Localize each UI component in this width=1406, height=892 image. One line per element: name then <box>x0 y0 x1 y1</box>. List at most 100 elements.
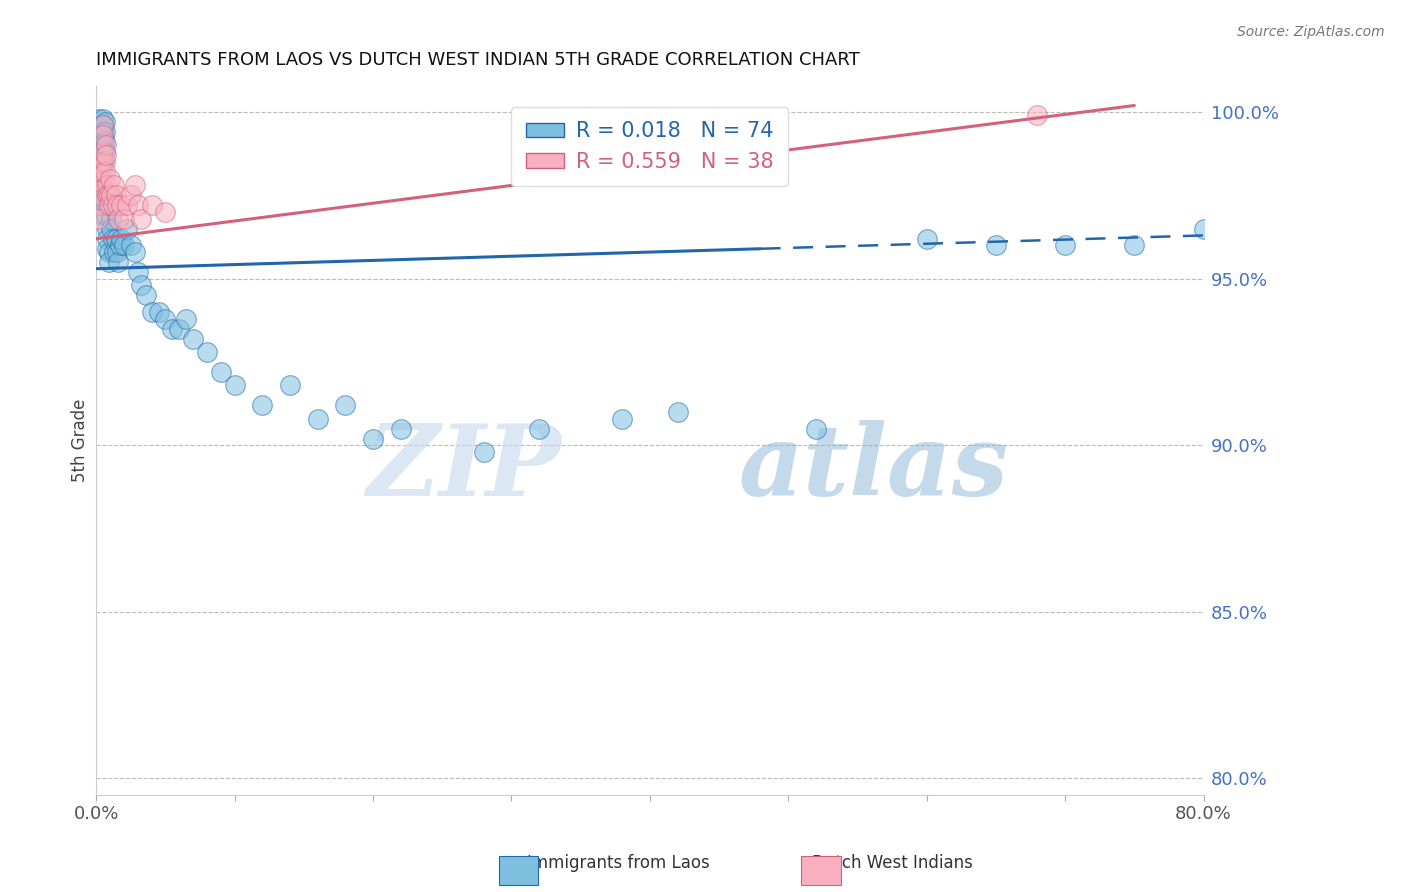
Point <box>90 145 112 160</box>
Point <box>110 232 132 246</box>
Point <box>100 211 122 226</box>
Point <box>361 432 384 446</box>
Point <box>148 305 170 319</box>
Point <box>90 178 112 193</box>
Point <box>91 119 114 133</box>
Point <box>89 175 111 189</box>
Point <box>89 155 111 169</box>
Point <box>1123 238 1146 252</box>
Point <box>107 211 129 226</box>
Point <box>527 422 550 436</box>
Point <box>97 198 120 212</box>
Point <box>96 221 118 235</box>
Point <box>93 115 115 129</box>
Point <box>155 311 177 326</box>
Point <box>94 148 117 162</box>
Point <box>91 119 114 133</box>
Point <box>209 365 232 379</box>
Point <box>162 321 184 335</box>
Text: IMMIGRANTS FROM LAOS VS DUTCH WEST INDIAN 5TH GRADE CORRELATION CHART: IMMIGRANTS FROM LAOS VS DUTCH WEST INDIA… <box>96 51 860 69</box>
Point <box>96 178 118 193</box>
Point <box>666 405 689 419</box>
Point <box>90 188 112 202</box>
Point <box>115 198 138 212</box>
Point <box>612 411 634 425</box>
Text: ZIP: ZIP <box>367 420 561 517</box>
Point <box>91 155 114 169</box>
Point <box>103 245 125 260</box>
Point <box>124 245 146 260</box>
Point <box>804 422 827 436</box>
Point <box>472 445 495 459</box>
Point <box>107 255 129 269</box>
Point <box>87 178 110 193</box>
Y-axis label: 5th Grade: 5th Grade <box>72 399 89 482</box>
Point <box>93 155 115 169</box>
Point <box>124 178 146 193</box>
Point <box>101 198 124 212</box>
Point <box>89 165 111 179</box>
Point <box>90 165 112 179</box>
Point <box>87 165 110 179</box>
Point <box>96 242 118 256</box>
Point <box>167 321 190 335</box>
Point <box>96 188 118 202</box>
Text: atlas: atlas <box>738 420 1008 517</box>
Point <box>91 132 114 146</box>
Point <box>1026 108 1049 122</box>
Point <box>89 138 111 153</box>
Point <box>1054 238 1077 252</box>
Point <box>110 198 132 212</box>
Point <box>98 188 121 202</box>
Point <box>89 158 111 172</box>
Point <box>86 198 108 212</box>
Point <box>91 138 114 153</box>
Point <box>86 211 108 226</box>
Point <box>129 211 152 226</box>
Point <box>120 188 142 202</box>
Point <box>90 155 112 169</box>
Text: Dutch West Indians: Dutch West Indians <box>813 855 973 872</box>
Point <box>127 198 149 212</box>
Point <box>307 411 329 425</box>
Point <box>104 232 127 246</box>
Point <box>91 145 114 160</box>
Point <box>141 198 163 212</box>
Point <box>98 171 121 186</box>
Point <box>101 232 124 246</box>
Point <box>112 211 135 226</box>
Point <box>91 112 114 126</box>
Point <box>120 238 142 252</box>
Point <box>98 198 121 212</box>
Point <box>94 188 117 202</box>
Point <box>127 265 149 279</box>
Point <box>224 378 246 392</box>
Point <box>100 221 122 235</box>
Legend: R = 0.018   N = 74, R = 0.559   N = 38: R = 0.018 N = 74, R = 0.559 N = 38 <box>512 106 789 186</box>
Point <box>104 188 127 202</box>
Point <box>108 238 131 252</box>
Point <box>105 245 128 260</box>
Point <box>389 422 412 436</box>
Point <box>96 232 118 246</box>
Point <box>252 398 274 412</box>
Point <box>984 238 1007 252</box>
Text: Immigrants from Laos: Immigrants from Laos <box>527 855 710 872</box>
Point <box>97 255 120 269</box>
Point <box>87 128 110 143</box>
Point <box>94 198 117 212</box>
Point <box>87 188 110 202</box>
Point <box>87 112 110 126</box>
Point <box>97 188 120 202</box>
Point <box>155 205 177 219</box>
Point <box>278 378 301 392</box>
Point <box>90 209 112 223</box>
Point <box>90 198 112 212</box>
Point <box>91 128 114 143</box>
Point <box>135 288 157 302</box>
Point <box>87 121 110 136</box>
Point <box>93 145 115 160</box>
Point <box>93 125 115 139</box>
Point <box>93 165 115 179</box>
Point <box>105 198 128 212</box>
